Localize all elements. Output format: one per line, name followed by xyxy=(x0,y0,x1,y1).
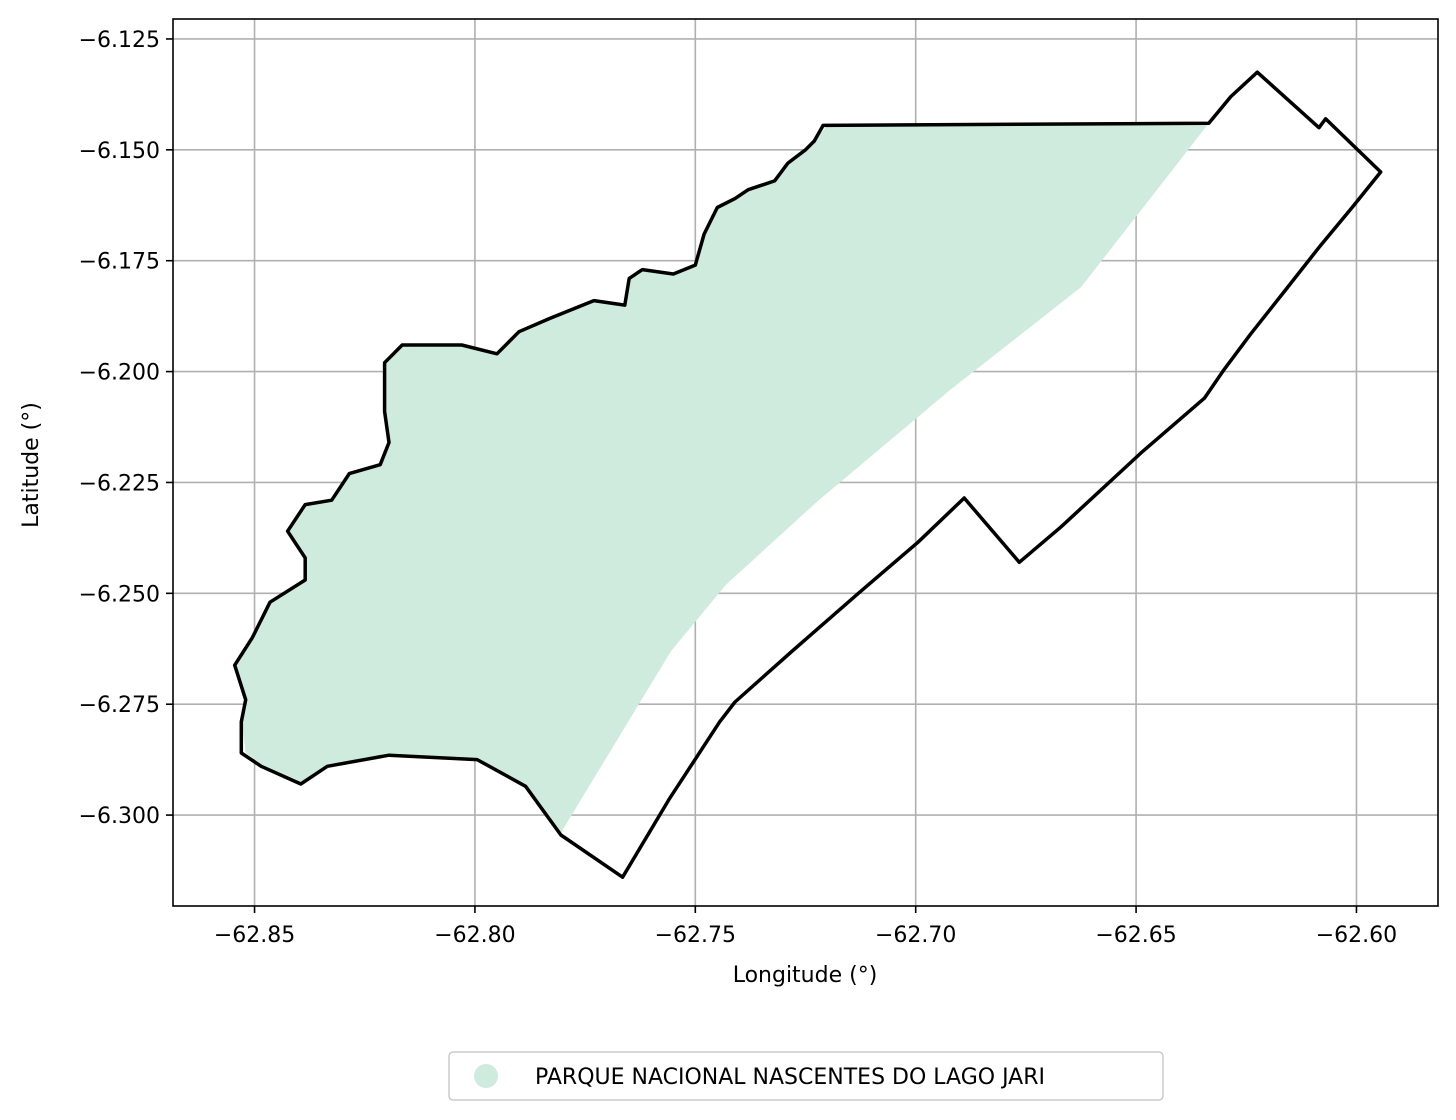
legend-label: PARQUE NACIONAL NASCENTES DO LAGO JARI xyxy=(535,1065,1045,1090)
park-boundary-layer xyxy=(232,70,1383,879)
y-tick-label-2: −6.175 xyxy=(79,250,160,275)
x-tick-label-0: −62.85 xyxy=(214,923,295,948)
x-tick-label-1: −62.80 xyxy=(434,923,515,948)
y-axis-ticks: −6.125 −6.150 −6.175 −6.200 −6.225 −6.250 −6.2… xyxy=(79,28,173,829)
park-area-layer xyxy=(234,123,1209,833)
y-tick-label-3: −6.200 xyxy=(79,361,160,386)
y-tick-label-1: −6.150 xyxy=(79,139,160,164)
x-tick-label-3: −62.70 xyxy=(875,923,956,948)
x-axis-label: Longitude (°) xyxy=(733,963,878,988)
y-tick-label-4: −6.225 xyxy=(79,471,160,496)
plot-frame xyxy=(172,18,1439,907)
y-tick-label-5: −6.250 xyxy=(79,582,160,607)
x-axis-ticks: −62.85 −62.80 −62.75 −62.70 −62.65 −62.60 xyxy=(214,906,1397,948)
y-tick-label-6: −6.275 xyxy=(79,693,160,718)
x-tick-label-4: −62.65 xyxy=(1095,923,1176,948)
y-tick-label-0: −6.125 xyxy=(79,28,160,53)
park-boundary-outline xyxy=(232,70,1383,879)
park-filled-area xyxy=(234,123,1209,833)
y-tick-label-7: −6.300 xyxy=(79,804,160,829)
x-tick-label-2: −62.75 xyxy=(655,923,736,948)
x-tick-label-5: −62.60 xyxy=(1316,923,1397,948)
y-axis-label: Latitude (°) xyxy=(19,402,44,528)
legend: PARQUE NACIONAL NASCENTES DO LAGO JARI xyxy=(448,1051,1164,1101)
legend-box xyxy=(448,1051,1164,1101)
legend-marker-icon xyxy=(474,1064,498,1088)
